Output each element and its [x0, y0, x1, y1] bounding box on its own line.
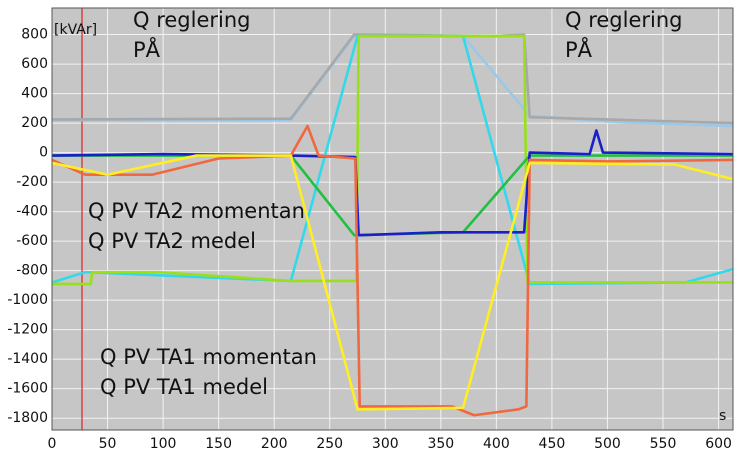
x-tick-label: 550 — [650, 436, 677, 452]
series-label: Q PV TA2 medel — [88, 229, 256, 253]
y-tick-label: 800 — [21, 27, 48, 43]
y-unit: [kVAr] — [54, 22, 97, 38]
x-tick-label: 200 — [261, 436, 288, 452]
y-tick-label: -1400 — [7, 351, 48, 367]
x-tick-label: 250 — [316, 436, 343, 452]
series-label: Q PV TA1 momentan — [100, 345, 317, 369]
y-tick-label: -800 — [16, 263, 48, 279]
x-unit: s — [719, 408, 726, 424]
x-tick-label: 100 — [150, 436, 177, 452]
annotation: Q reglering — [133, 8, 251, 32]
y-tick-label: -1600 — [7, 381, 48, 397]
y-tick-label: -200 — [16, 174, 48, 190]
x-tick-label: 150 — [205, 436, 232, 452]
y-tick-label: 200 — [21, 115, 48, 131]
y-tick-label: 0 — [39, 145, 48, 161]
x-tick-label: 350 — [427, 436, 454, 452]
x-tick-label: 500 — [594, 436, 621, 452]
x-tick-label: 400 — [483, 436, 510, 452]
series-line — [51, 124, 734, 417]
annotation: PÅ — [565, 36, 593, 62]
plot-border — [51, 7, 734, 431]
series-line — [51, 154, 734, 411]
series-label: Q PV TA2 momentan — [88, 199, 305, 223]
y-tick-label: -1200 — [7, 322, 48, 338]
y-tick-label: -600 — [16, 233, 48, 249]
y-tick-label: -1800 — [7, 410, 48, 426]
y-tick-label: 600 — [21, 56, 48, 72]
annotation: Q reglering — [565, 8, 683, 32]
y-tick-label: -400 — [16, 204, 48, 220]
annotation: PÅ — [133, 36, 161, 62]
series — [51, 33, 734, 417]
series-label: Q PV TA1 medel — [100, 375, 268, 399]
x-tick-label: 600 — [705, 436, 732, 452]
y-tick-label: -1000 — [7, 292, 48, 308]
x-tick-label: 450 — [539, 436, 566, 452]
x-tick-label: 0 — [48, 436, 57, 452]
x-tick-label: 50 — [99, 436, 117, 452]
x-tick-label: 300 — [372, 436, 399, 452]
y-tick-label: 400 — [21, 86, 48, 102]
